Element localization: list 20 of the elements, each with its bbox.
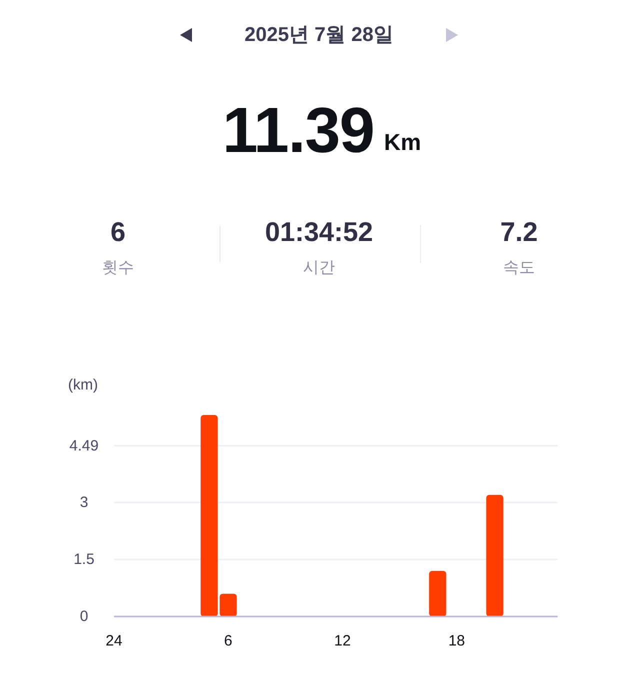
text: 횟수 bbox=[102, 260, 134, 276]
text: 속도 bbox=[503, 260, 535, 276]
text: 01:34:52 bbox=[264, 217, 374, 247]
chart-title: 2025년 7월 28일 bbox=[244, 24, 394, 46]
y-axis-title: (km) bbox=[68, 376, 98, 394]
text: 6 bbox=[110, 217, 126, 247]
text: Km bbox=[384, 129, 422, 155]
text: 7.2 bbox=[500, 217, 538, 247]
x-tick-label: 12 bbox=[334, 632, 351, 650]
y-tick-label: 1.5 bbox=[74, 550, 94, 568]
y-tick-label: 0 bbox=[80, 608, 88, 625]
bar bbox=[429, 570, 446, 616]
x-tick-label: 6 bbox=[224, 632, 232, 650]
y-tick-label: 4.49 bbox=[69, 437, 99, 454]
text: 시간 bbox=[303, 260, 335, 276]
text: 11.39 bbox=[222, 94, 374, 166]
x-tick-label: 24 bbox=[106, 632, 122, 650]
x-tick-label: 18 bbox=[448, 632, 466, 650]
y-tick-label: 3 bbox=[80, 494, 88, 511]
bar bbox=[486, 494, 504, 616]
